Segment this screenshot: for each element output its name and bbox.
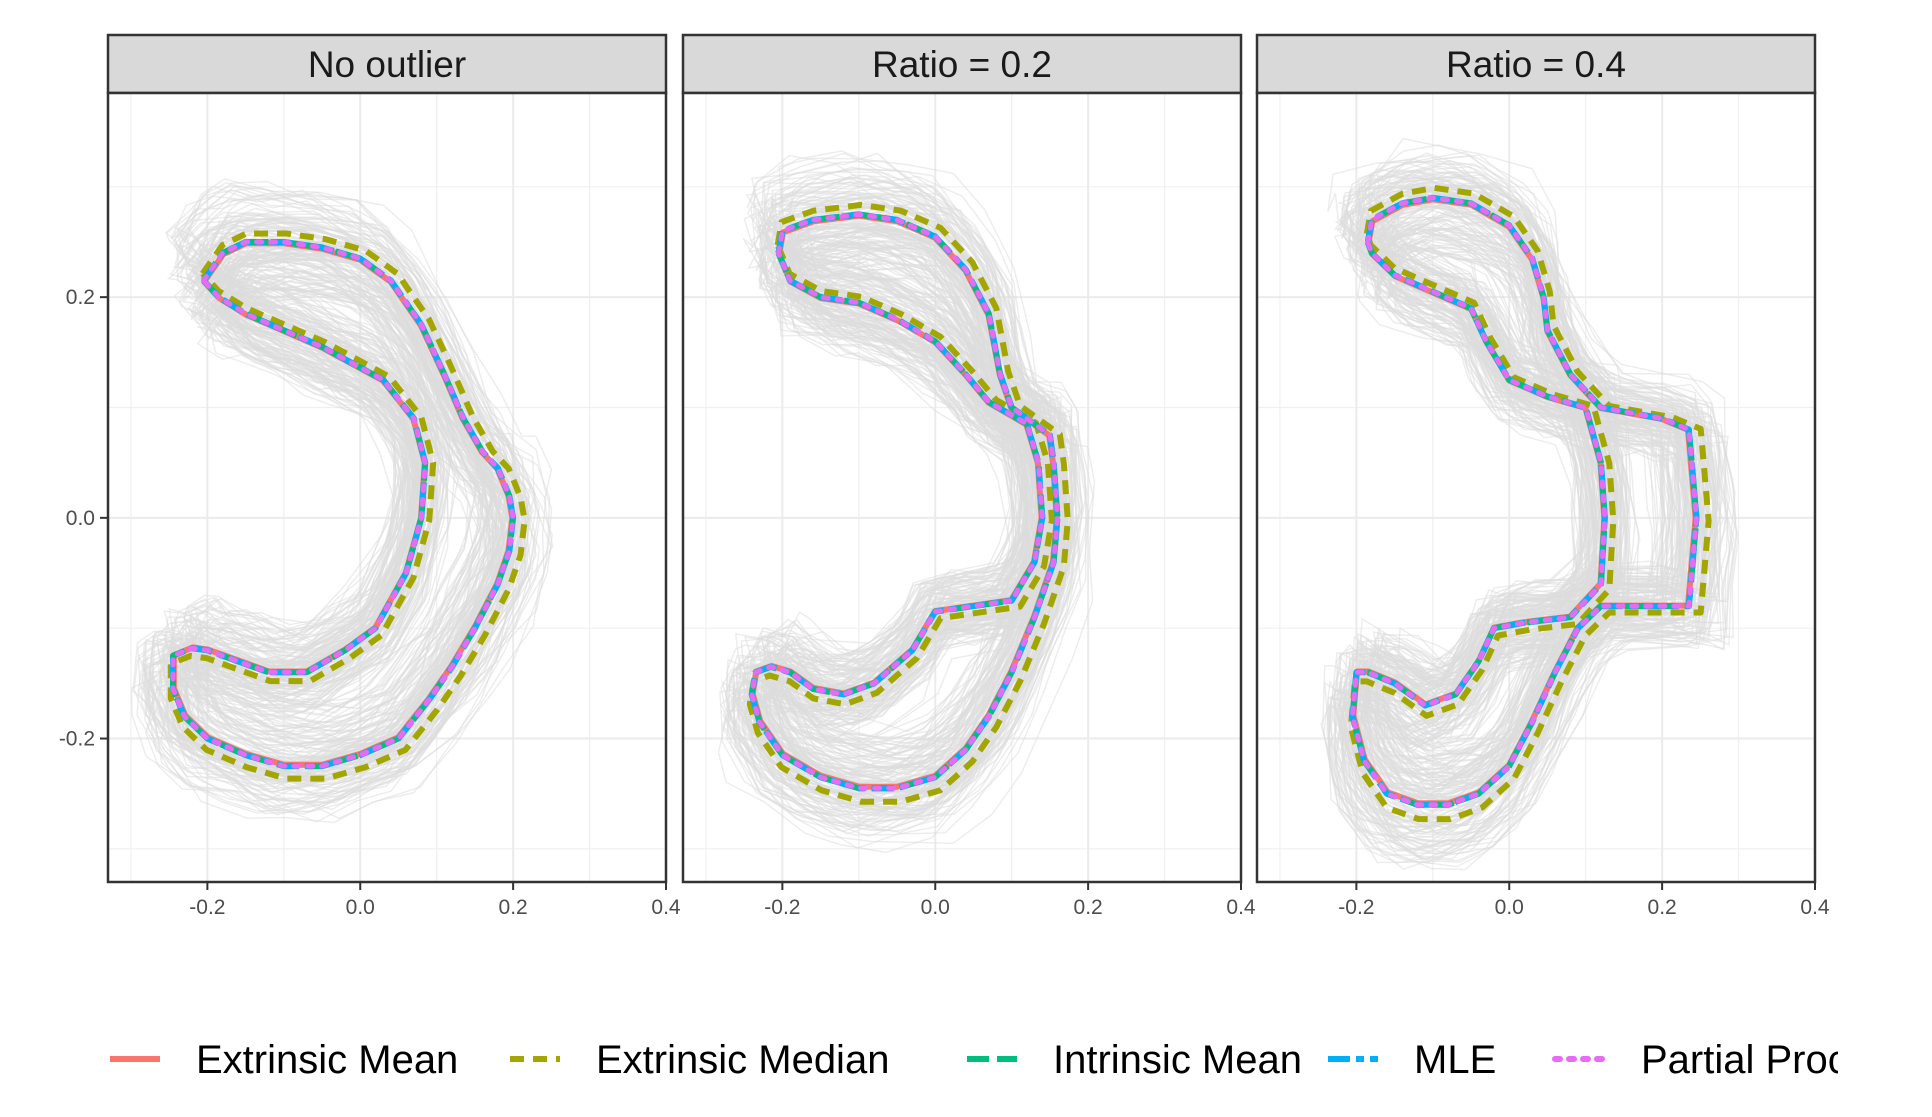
panel-strip bbox=[106, 33, 668, 95]
legend-label: Intrinsic Mean bbox=[1053, 1038, 1302, 1082]
panel-2: Ratio = 0.2 -0.2 0.0 0.2 0.4 bbox=[681, 33, 1256, 919]
y-tick-label: 0.0 bbox=[66, 507, 95, 530]
x-tick-label: 0.2 bbox=[1074, 896, 1103, 919]
legend: Extrinsic Mean Extrinsic Median Intrinsic … bbox=[110, 1038, 1848, 1082]
panel-title: No outlier bbox=[308, 44, 466, 85]
x-tick-label: 0.2 bbox=[499, 896, 528, 919]
plot-contents bbox=[683, 93, 1241, 882]
series-line-partial-proc bbox=[749, 211, 1060, 791]
sample-shape bbox=[1341, 194, 1688, 806]
sample-shape bbox=[1346, 171, 1718, 836]
sample-shape bbox=[184, 221, 540, 779]
panel-title: Ratio = 0.4 bbox=[1446, 44, 1626, 85]
x-tick-label: 0.4 bbox=[1226, 896, 1256, 919]
x-tick-label: 0.4 bbox=[1800, 896, 1830, 919]
panel-border bbox=[106, 91, 668, 884]
sample-shape bbox=[1327, 187, 1691, 836]
legend-label: Partial Proc bbox=[1641, 1038, 1848, 1082]
panel-3: Ratio = 0.4 -0.2 0.0 0.2 0.4 bbox=[1255, 33, 1830, 919]
y-tick-label: 0.2 bbox=[66, 286, 95, 309]
sample-shape bbox=[1370, 246, 1690, 798]
plot-contents bbox=[108, 93, 666, 882]
sample-shape bbox=[143, 189, 530, 784]
plot-contents bbox=[1257, 93, 1815, 882]
legend-item-intrinsic-mean: Intrinsic Mean bbox=[967, 1038, 1302, 1082]
panel-border bbox=[681, 91, 1243, 884]
legend-item-extrinsic-mean: Extrinsic Mean bbox=[110, 1038, 458, 1082]
series-line-extrinsic-median bbox=[167, 230, 528, 782]
legend-label: Extrinsic Median bbox=[596, 1038, 889, 1082]
y-tick-label: -0.2 bbox=[59, 728, 95, 751]
estimator-lines bbox=[1347, 184, 1712, 823]
estimator-lines bbox=[167, 230, 528, 782]
series-line-partial-proc bbox=[170, 239, 516, 769]
x-tick-label: -0.2 bbox=[764, 896, 800, 919]
panel-border bbox=[1255, 91, 1817, 884]
x-tick-label: 0.0 bbox=[346, 896, 375, 919]
sample-shape bbox=[177, 253, 522, 779]
sample-shapes bbox=[1320, 137, 1739, 871]
legend-label: MLE bbox=[1414, 1038, 1496, 1082]
x-tick-label: -0.2 bbox=[1338, 896, 1374, 919]
legend-label: Extrinsic Mean bbox=[196, 1038, 458, 1082]
legend-item-partial-proc: Partial Proc bbox=[1552, 1038, 1848, 1082]
sample-shape bbox=[1386, 238, 1682, 773]
sample-shape bbox=[1343, 169, 1693, 798]
panel-title: Ratio = 0.2 bbox=[872, 44, 1052, 85]
x-tick-label: -0.2 bbox=[189, 896, 225, 919]
sample-shape bbox=[144, 243, 518, 815]
sample-shape bbox=[1340, 187, 1695, 831]
panel-strip bbox=[1255, 33, 1817, 95]
sample-shape bbox=[737, 243, 1035, 812]
x-tick-label: 0.2 bbox=[1648, 896, 1677, 919]
series-line-extrinsic-median bbox=[746, 201, 1071, 805]
sample-shape bbox=[727, 211, 1051, 823]
panel-1: No outlier -0.2 0.0 0.2 0.4 -0.2 0.0 0.2 bbox=[59, 33, 681, 919]
legend-item-mle: MLE bbox=[1328, 1038, 1496, 1082]
sample-shape bbox=[1351, 172, 1705, 787]
x-tick-label: 0.0 bbox=[1495, 896, 1524, 919]
sample-shape bbox=[136, 232, 503, 812]
sample-shape bbox=[775, 228, 1055, 762]
sample-shape bbox=[760, 225, 1074, 809]
estimator-lines bbox=[746, 201, 1071, 805]
legend-item-extrinsic-median: Extrinsic Median bbox=[510, 1038, 889, 1082]
sample-shape bbox=[164, 265, 482, 754]
sample-shape bbox=[1353, 216, 1706, 835]
x-tick-label: 0.4 bbox=[651, 896, 681, 919]
series-line-partial-proc bbox=[1350, 195, 1699, 808]
x-tick-label: 0.0 bbox=[921, 896, 950, 919]
sample-shape bbox=[148, 237, 497, 773]
series-line-extrinsic-median bbox=[1347, 184, 1712, 823]
sample-shape bbox=[731, 219, 1061, 832]
